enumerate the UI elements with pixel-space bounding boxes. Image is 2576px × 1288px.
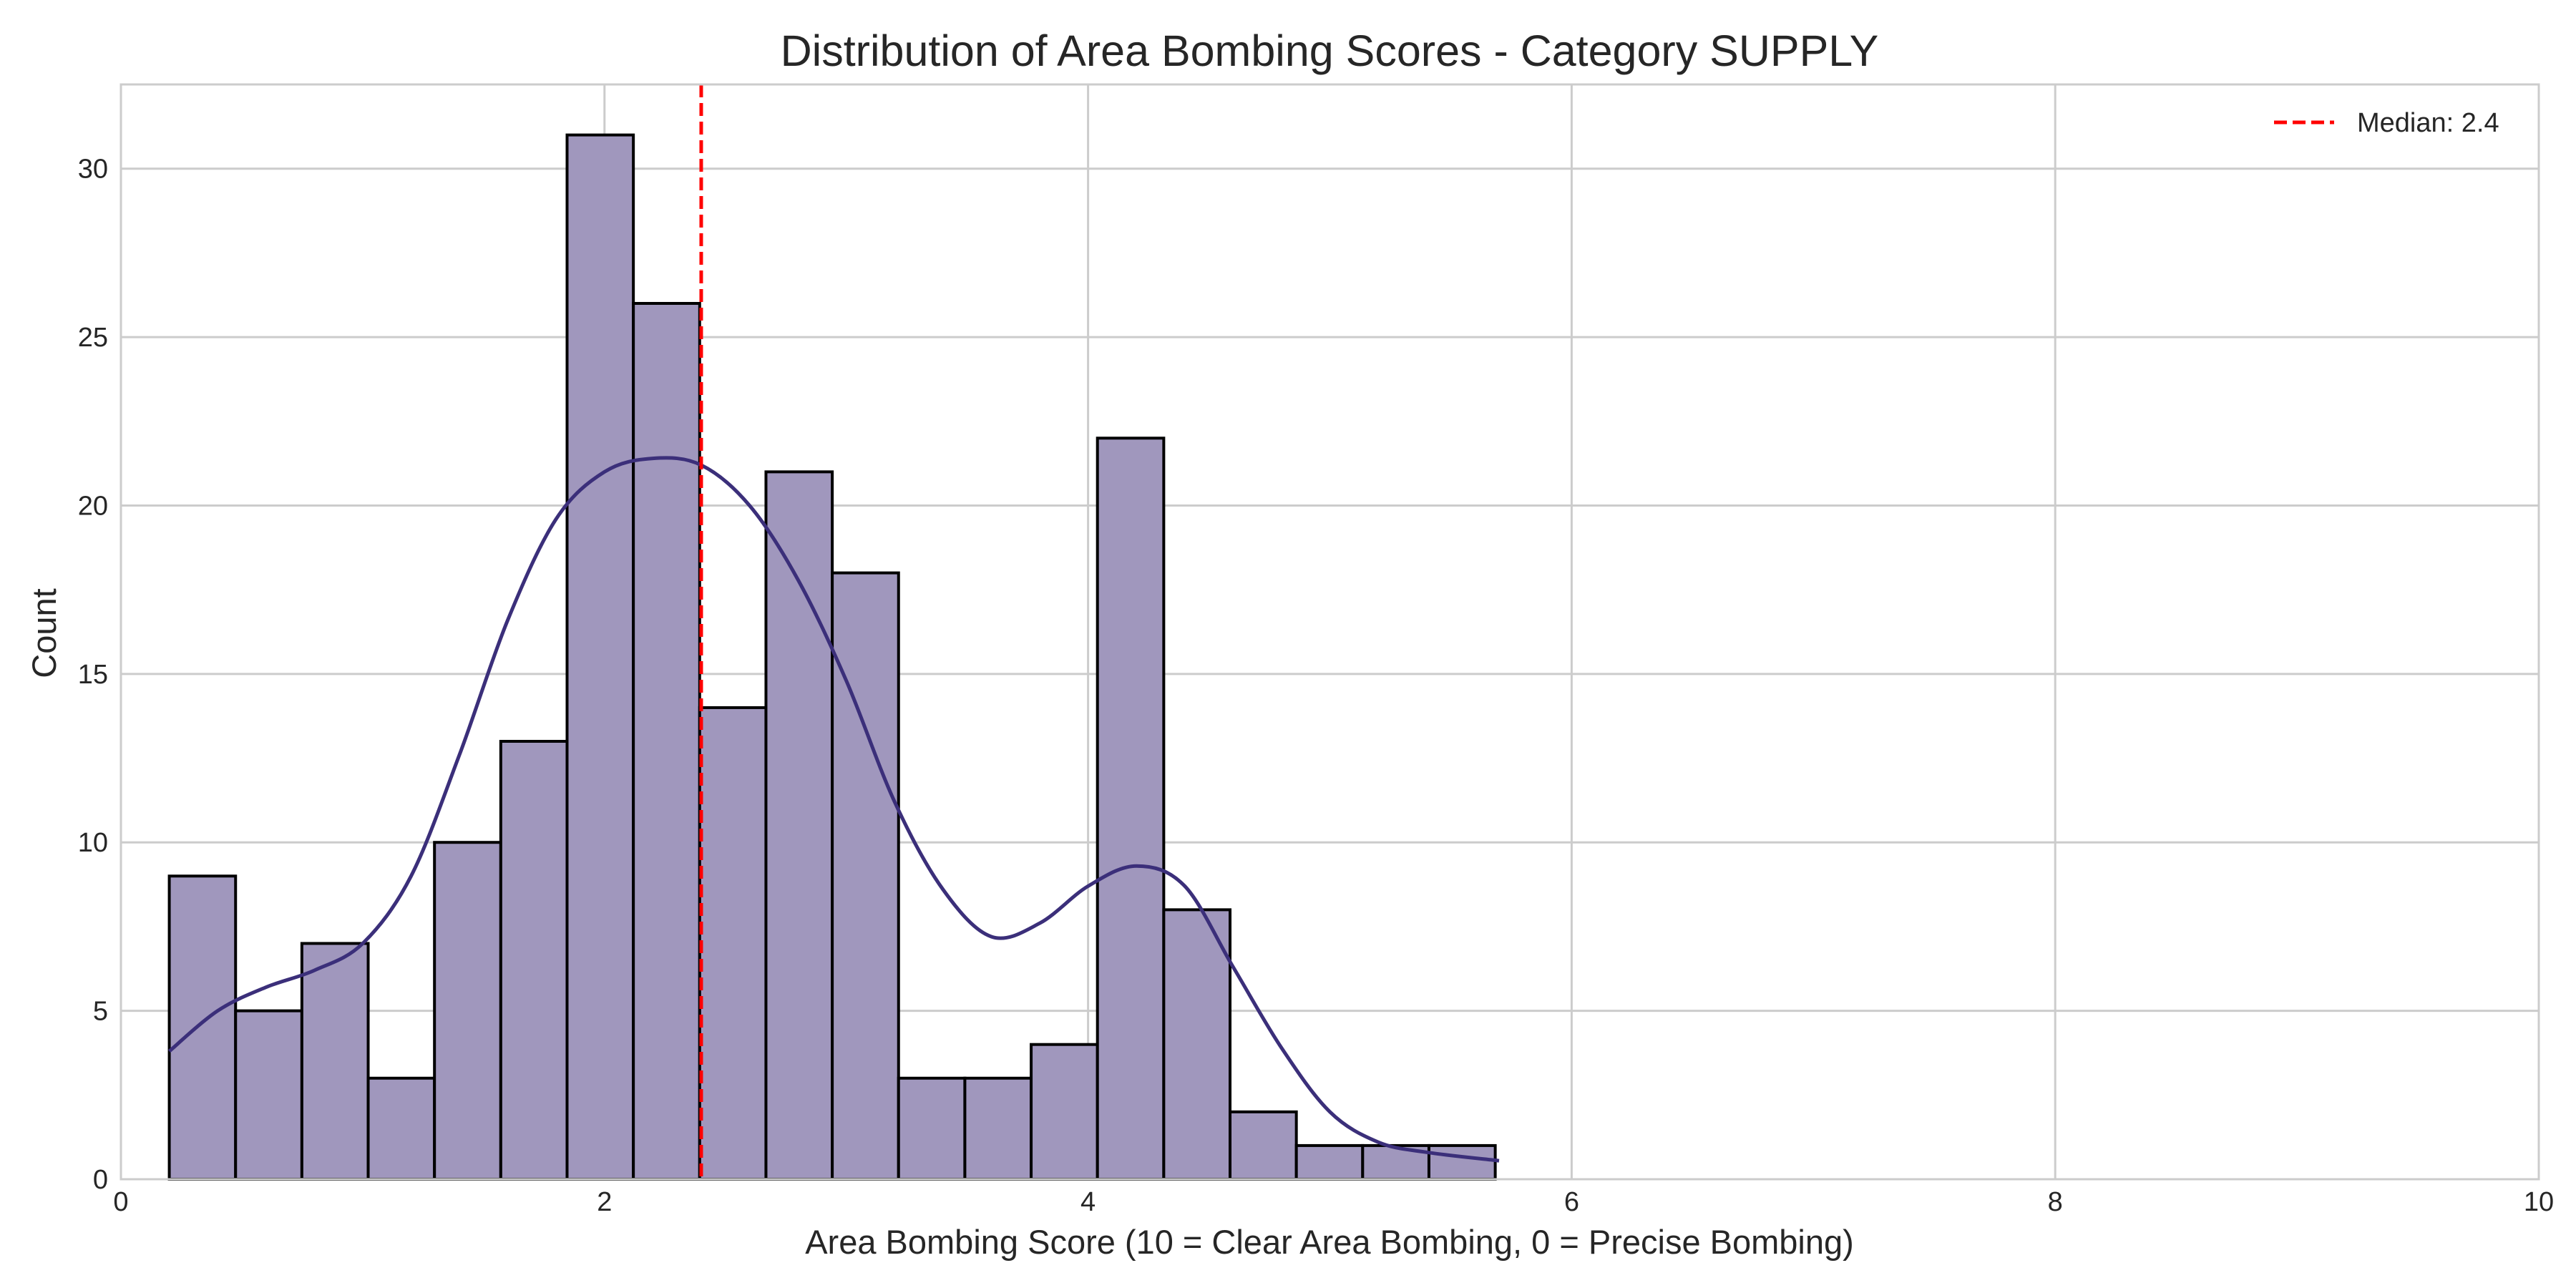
y-ticks: 0 5 10 15 20 25 30 (78, 155, 108, 1195)
kde-curve (167, 456, 1500, 1163)
y-tick-label: 0 (93, 1165, 108, 1195)
histogram-bar (1162, 908, 1232, 1181)
legend-median-label: Median: 2.4 (2357, 108, 2499, 138)
y-tick-label: 10 (78, 828, 108, 858)
bars (167, 133, 1497, 1181)
histogram-bar (698, 706, 768, 1181)
histogram-bar (167, 874, 238, 1181)
histogram-bar (300, 942, 370, 1181)
histogram-bar (234, 1009, 303, 1181)
legend: Median: 2.4 (2274, 108, 2499, 138)
histogram-bar (1096, 436, 1166, 1181)
y-tick-label: 5 (93, 997, 108, 1027)
histogram-bar (366, 1076, 436, 1181)
y-axis-label: Count (25, 588, 63, 678)
histogram-bar (897, 1076, 967, 1181)
x-tick-label: 10 (2524, 1187, 2554, 1217)
histogram-bar (1427, 1143, 1497, 1181)
histogram-bar (499, 740, 569, 1181)
x-axis-label: Area Bombing Score (10 = Clear Area Bomb… (805, 1223, 1854, 1261)
histogram-bar (831, 571, 900, 1181)
x-tick-label: 0 (113, 1187, 128, 1217)
histogram-bar (1294, 1143, 1365, 1181)
histogram-bar (565, 133, 635, 1181)
x-tick-label: 2 (597, 1187, 612, 1217)
y-tick-label: 20 (78, 491, 108, 521)
histogram-bar (433, 841, 502, 1181)
y-tick-label: 15 (78, 660, 108, 690)
chart-title: Distribution of Area Bombing Scores - Ca… (781, 26, 1879, 75)
x-ticks: 0 2 4 6 8 10 (113, 1187, 2554, 1217)
plot-frame (119, 83, 2540, 1181)
histogram-bar (764, 470, 834, 1181)
y-tick-label: 25 (78, 323, 108, 353)
histogram-bar (632, 302, 701, 1181)
x-tick-label: 4 (1080, 1187, 1096, 1217)
x-tick-label: 8 (2048, 1187, 2063, 1217)
x-tick-label: 6 (1564, 1187, 1579, 1217)
histogram-bar (1030, 1043, 1099, 1181)
y-tick-label: 30 (78, 155, 108, 185)
histogram-bar (1229, 1110, 1298, 1181)
histogram-bar (963, 1076, 1033, 1181)
